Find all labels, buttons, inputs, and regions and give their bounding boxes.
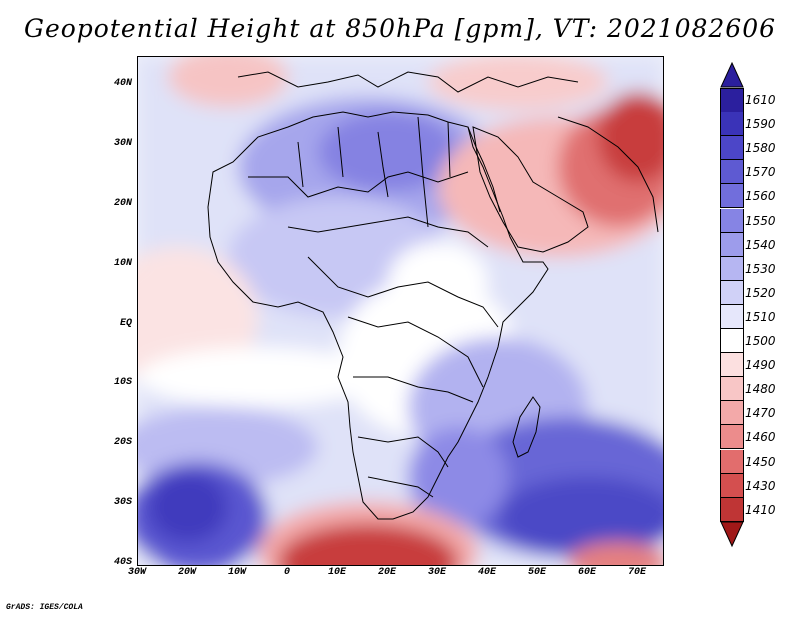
colorbar-swatch: [720, 425, 744, 450]
colorbar-swatch: [720, 184, 744, 209]
lat-tick-label: 30S: [113, 497, 132, 508]
colorbar-bottom-arrow: [720, 521, 744, 547]
colorbar-label: 1450: [745, 454, 776, 469]
colorbar-label: 1480: [745, 382, 776, 397]
colorbar-swatch: [720, 112, 744, 137]
colorbar-label: 1430: [745, 478, 776, 493]
lat-tick-label: 20S: [113, 437, 132, 448]
colorbar-swatch: [720, 136, 744, 161]
chart-title: Geopotential Height at 850hPa [gpm], VT:…: [23, 14, 777, 43]
colorbar-top-arrow: [720, 62, 744, 88]
lat-tick-label: EQ: [119, 318, 132, 329]
colorbar: 1610 1590 1580 1570 1560 1550 1540 1530 1520 1510…: [720, 62, 790, 556]
colorbar-swatch: [720, 304, 744, 329]
colorbar-label: 1510: [745, 309, 776, 324]
colorbar-label: 1580: [745, 141, 776, 156]
colorbar-swatch: [720, 88, 744, 114]
shaded-field: [138, 57, 663, 565]
credit-text: GrADS: IGES/COLA: [6, 603, 83, 612]
colorbar-label: 1550: [745, 213, 776, 228]
colorbar-label: 1410: [745, 502, 776, 517]
colorbar-swatch: [720, 232, 744, 257]
colorbar-label: 1590: [745, 117, 776, 132]
colorbar-swatch: [720, 160, 744, 185]
lon-tick-label: 40E: [477, 567, 496, 578]
lon-tick-label: 10W: [227, 567, 246, 578]
lat-tick-label: 40S: [113, 557, 132, 568]
lon-tick-label: 10E: [327, 567, 346, 578]
colorbar-swatch: [720, 329, 744, 354]
lat-tick-label: 10S: [113, 377, 132, 388]
colorbar-label: 1570: [745, 165, 776, 180]
colorbar-swatch: [720, 473, 744, 498]
lat-tick-label: 20N: [113, 198, 132, 209]
colorbar-swatch: [720, 377, 744, 402]
colorbar-label: 1610: [745, 93, 776, 108]
colorbar-label: 1560: [745, 189, 776, 204]
lon-tick-label: 30W: [127, 567, 146, 578]
lon-tick-label: 70E: [627, 567, 646, 578]
colorbar-label: 1460: [745, 430, 776, 445]
colorbar-label: 1500: [745, 334, 776, 349]
colorbar-label: 1490: [745, 358, 776, 373]
colorbar-swatch: [720, 401, 744, 426]
lat-tick-label: 30N: [113, 138, 132, 149]
colorbar-label: 1540: [745, 237, 776, 252]
lon-tick-label: 30E: [427, 567, 446, 578]
colorbar-swatch: [720, 353, 744, 378]
colorbar-label: 1520: [745, 285, 776, 300]
lon-tick-label: 20E: [377, 567, 396, 578]
map-panel: [137, 56, 664, 566]
colorbar-swatch: [720, 280, 744, 305]
lon-tick-label: 0: [283, 567, 290, 578]
colorbar-label: 1530: [745, 261, 776, 276]
lat-tick-label: 10N: [113, 258, 132, 269]
field-map: [138, 57, 663, 565]
lon-tick-label: 20W: [177, 567, 196, 578]
colorbar-label: 1470: [745, 406, 776, 421]
lat-tick-label: 40N: [113, 78, 132, 89]
colorbar-swatch: [720, 208, 744, 233]
lon-tick-label: 50E: [527, 567, 546, 578]
lon-tick-label: 60E: [577, 567, 596, 578]
colorbar-swatch: [720, 449, 744, 474]
colorbar-swatch: [720, 497, 744, 522]
colorbar-swatch: [720, 256, 744, 281]
coastlines: [207, 71, 659, 520]
